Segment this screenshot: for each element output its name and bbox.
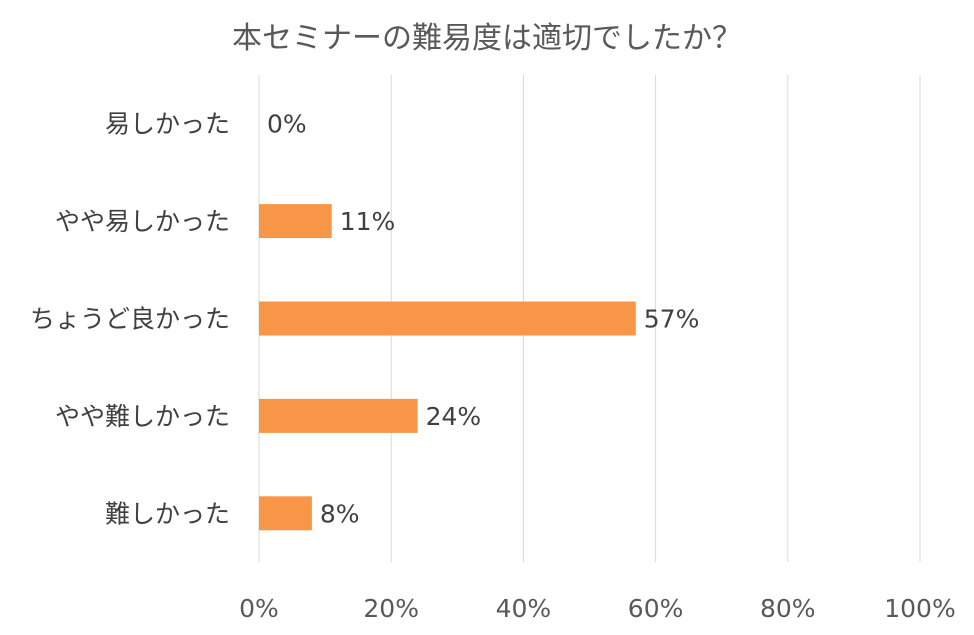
data-label: 0%	[267, 110, 307, 139]
chart-title: 本セミナーの難易度は適切でしたか？	[232, 21, 742, 56]
data-labels: 0% 11% 57% 24% 8%	[267, 110, 699, 529]
bar	[259, 398, 418, 433]
x-tick-label: 60%	[628, 594, 684, 623]
category-label: 易しかった	[105, 110, 230, 139]
x-axis-ticks: 0% 20% 40% 60% 80% 100%	[239, 594, 956, 623]
category-label: やや易しかった	[55, 207, 230, 236]
data-label: 57%	[644, 305, 700, 334]
bar	[259, 496, 312, 531]
data-label: 24%	[426, 402, 482, 431]
x-tick-label: 80%	[760, 594, 816, 623]
x-tick-label: 100%	[884, 594, 955, 623]
category-label: やや難しかった	[55, 402, 230, 431]
category-label: 難しかった	[105, 499, 230, 528]
bar	[259, 204, 332, 239]
x-tick-label: 0%	[239, 594, 279, 623]
bar	[259, 301, 636, 336]
data-label: 8%	[320, 499, 360, 528]
x-tick-label: 20%	[363, 594, 419, 623]
data-label: 11%	[340, 207, 396, 236]
bars	[259, 204, 636, 531]
x-tick-label: 40%	[496, 594, 552, 623]
category-label: ちょうど良かった	[30, 305, 230, 334]
